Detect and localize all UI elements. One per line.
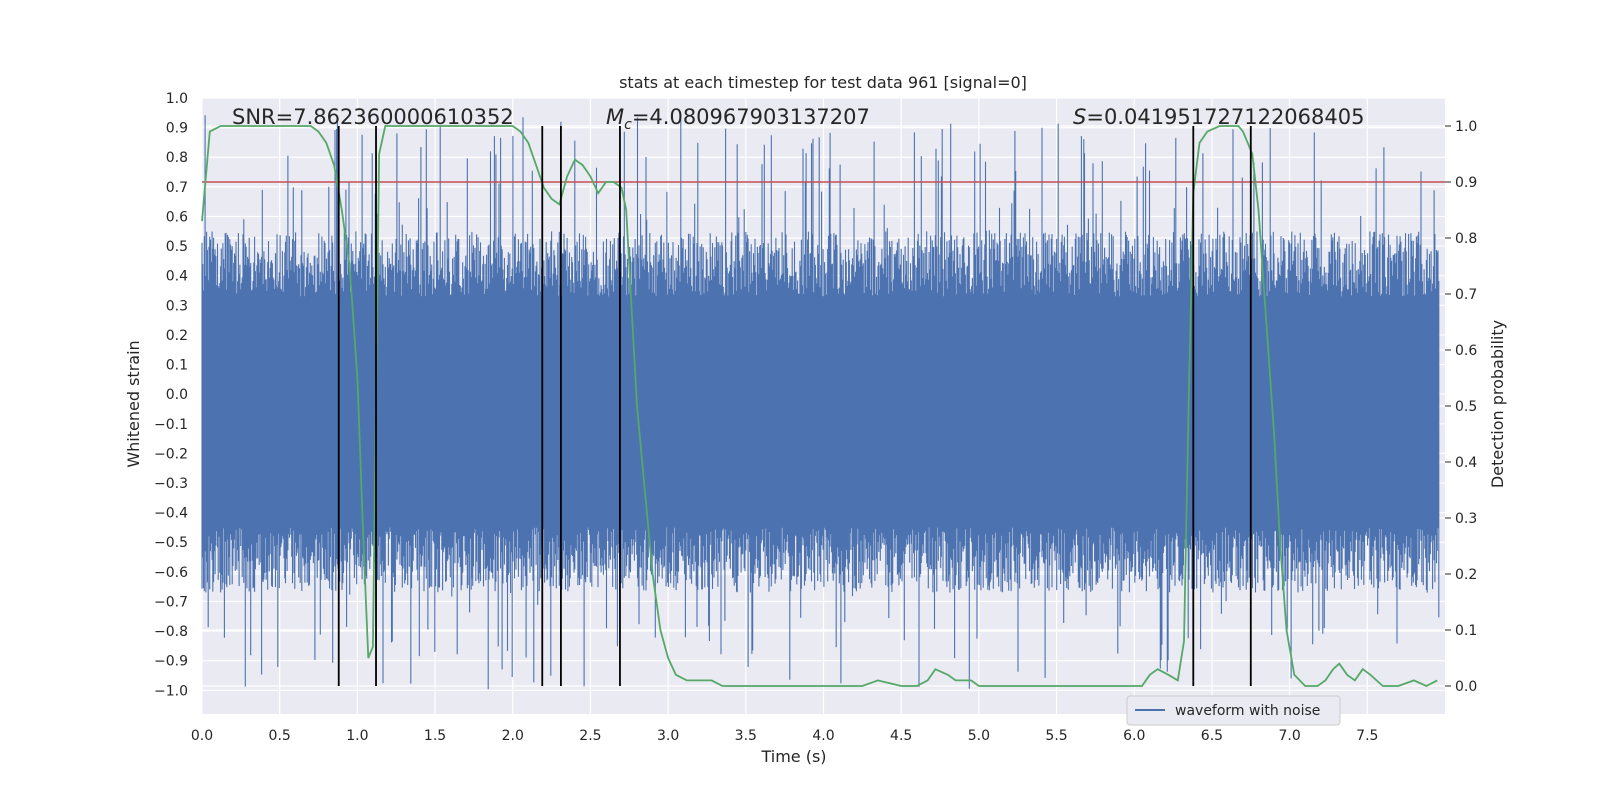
x-tick-label: 6.5: [1201, 728, 1223, 744]
chart-title: stats at each timestep for test data 961…: [619, 73, 1027, 92]
x-tick-label: 7.0: [1278, 728, 1300, 744]
y-tick-label: −0.6: [154, 565, 188, 581]
y-tick-label: −0.4: [154, 506, 188, 522]
y2-tick-label: 0.8: [1455, 231, 1477, 247]
chirp-mass-value: =4.080967903137207: [632, 105, 870, 129]
chirp-mass-annotation: Mc=4.080967903137207: [606, 105, 870, 133]
s-annotation: S=0.041951727122068405: [1073, 105, 1364, 129]
y2-tick-label: 0.3: [1455, 511, 1477, 527]
y2-tick-label: 0.7: [1455, 287, 1477, 303]
y-tick-label: 0.9: [166, 121, 188, 137]
x-tick-label: 6.0: [1123, 728, 1145, 744]
x-tick-label: 5.5: [1045, 728, 1067, 744]
y2-axis-label: Detection probability: [1488, 320, 1507, 488]
y2-tick-label: 0.9: [1455, 175, 1477, 191]
y-tick-label: −1.0: [154, 683, 188, 699]
x-tick-label: 1.0: [346, 728, 368, 744]
y-axis-label: Whitened strain: [124, 340, 143, 467]
y-tick-label: 0.8: [166, 150, 188, 166]
y-tick-label: 0.4: [166, 269, 188, 285]
probability-line: [201, 125, 1438, 687]
x-tick-label: 4.0: [812, 728, 834, 744]
y2-tick-label: 0.0: [1455, 679, 1477, 695]
legend: waveform with noise: [1126, 695, 1341, 726]
y-tick-label: 0.1: [166, 358, 188, 374]
y-tick-label: −0.2: [154, 446, 188, 462]
x-tick-label: 3.5: [735, 728, 757, 744]
y-tick-label: 0.7: [166, 180, 188, 196]
y-tick-label: 0.3: [166, 298, 188, 314]
x-tick-label: 0.5: [269, 728, 291, 744]
x-tick-label: 3.0: [657, 728, 679, 744]
y-tick-label: 1.0: [166, 91, 188, 107]
x-tick-label: 5.0: [968, 728, 990, 744]
x-tick-label: 7.5: [1356, 728, 1378, 744]
s-symbol: S: [1073, 105, 1086, 129]
y-tick-label: −0.7: [154, 594, 188, 610]
snr-annotation: SNR=7.862360000610352: [232, 105, 514, 129]
y-tick-label: −0.3: [154, 476, 188, 492]
y2-tick-label: 0.6: [1455, 343, 1477, 359]
chirp-mass-subscript: c: [624, 117, 632, 133]
x-tick-label: 2.0: [502, 728, 524, 744]
x-axis-label: Time (s): [760, 747, 826, 766]
x-tick-label: 1.5: [424, 728, 446, 744]
y2-tick-label: 0.1: [1455, 623, 1477, 639]
y2-tick-label: 1.0: [1455, 119, 1477, 135]
x-tick-label: 4.5: [890, 728, 912, 744]
y2-tick-label: 0.2: [1455, 567, 1477, 583]
legend-waveform-label: waveform with noise: [1175, 703, 1320, 719]
y-tick-label: 0.0: [166, 387, 188, 403]
y-tick-label: −0.9: [154, 654, 188, 670]
y2-tick-label: 0.5: [1455, 399, 1477, 415]
y-tick-label: −0.5: [154, 535, 188, 551]
y-tick-label: 0.2: [166, 328, 188, 344]
x-tick-label: 0.0: [191, 728, 213, 744]
s-value: =0.041951727122068405: [1086, 105, 1364, 129]
y-tick-label: 0.6: [166, 209, 188, 225]
legend-box: [1126, 695, 1341, 726]
y-tick-label: 0.5: [166, 239, 188, 255]
x-tick-label: 2.5: [579, 728, 601, 744]
chirp-mass-symbol: M: [606, 105, 624, 129]
y-tick-label: −0.8: [154, 624, 188, 640]
y-tick-label: −0.1: [154, 417, 188, 433]
y2-tick-label: 0.4: [1455, 455, 1477, 471]
